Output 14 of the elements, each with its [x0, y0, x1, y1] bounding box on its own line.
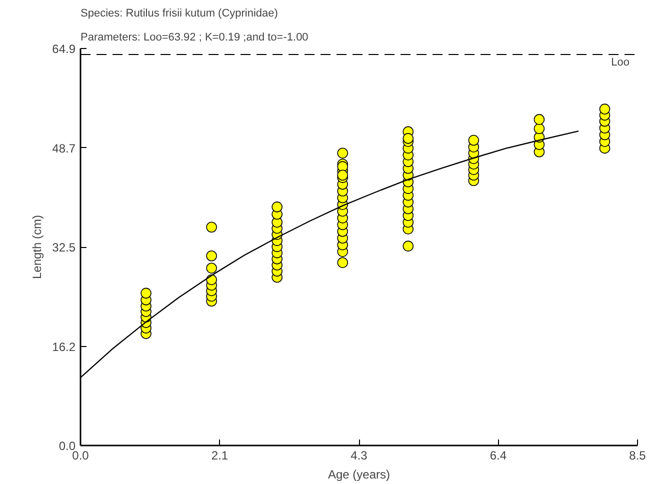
y-axis-title: Length (cm) [30, 214, 44, 280]
chart-subtitle: Parameters: Loo=63.92 ; K=0.19 ;and to=-1.00 [80, 32, 308, 44]
y-tick-label: 32.5 [52, 240, 76, 254]
y-tick-label: 64.9 [52, 42, 76, 56]
x-tick-label: 0.0 [72, 448, 90, 462]
x-tick-label: 4.3 [350, 448, 368, 462]
x-tick-label: 2.1 [211, 448, 228, 462]
chart-title: Species: Rutilus frisii kutum (Cyprinidae) [80, 8, 278, 20]
x-tick-label: 6.4 [490, 448, 507, 462]
y-tick-label: 16.2 [52, 340, 76, 354]
y-tick-label: 48.7 [52, 141, 76, 156]
x-tick-label: 8.5 [629, 448, 646, 462]
x-axis-title: Age (years) [328, 468, 390, 482]
ref-line-label: Loo [611, 56, 630, 68]
